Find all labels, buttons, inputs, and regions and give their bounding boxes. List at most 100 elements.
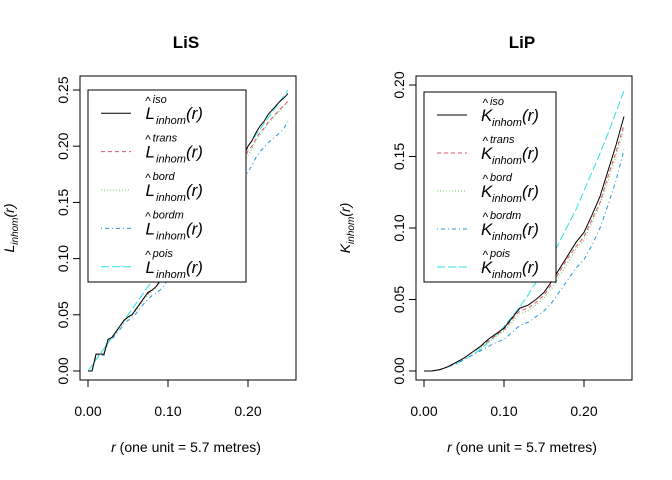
y-axis: 0.00 0.05 0.10 0.15 0.20 0.25 [55,76,81,385]
legend-symbol: K [481,220,493,239]
legend-hat: ^ [482,210,488,224]
legend-hat: ^ [482,134,488,148]
y-axis-label: Linhom(r) [1,203,21,252]
legend-entry-bord: K^ bord inhom(r) [481,172,539,205]
legend-entry-bordm: K^ bordm inhom(r) [481,210,539,243]
legend-symbol: K [481,258,493,277]
legend-sub: inhom [156,115,186,127]
legend-symbol: K [481,144,493,163]
panel-lip: LiP 0.000.050.100.150.20 0.00 0.10 0.20 K^… [337,33,633,455]
y-tick-label: 0.15 [55,189,71,216]
legend-arg: (r) [186,143,203,162]
legend-entry-bordm: L^ bordm inhom(r) [145,209,203,242]
legend-sub: inhom [492,117,522,129]
y-tick-label: 0.20 [391,71,407,98]
x-axis-label: r (one unit = 5.7 metres) [111,439,261,455]
legend-sub: inhom [492,193,522,205]
legend-entry-iso: L^ iso inhom(r) [145,94,203,127]
legend-sup: trans [153,133,178,145]
y-axis-label-sub: inhom [10,217,21,244]
legend-arg: (r) [522,144,539,163]
x-tick-label: 0.00 [74,403,101,419]
legend-sub: inhom [492,269,522,281]
legend-arg: (r) [186,219,203,238]
series-line-bordm [424,149,625,372]
series-lines [424,90,625,372]
legend-hat: ^ [145,209,151,223]
legend-hat: ^ [145,133,151,147]
legend-arg: (r) [186,104,203,123]
x-tick-label: 0.20 [570,403,597,419]
legend-sub: inhom [492,155,522,167]
y-tick-label: 0.00 [391,357,407,384]
legend-sub: inhom [156,192,186,204]
legend-box [423,91,557,283]
legend-arg: (r) [522,182,539,201]
x-tick-label: 0.10 [154,403,181,419]
x-tick-label: 0.10 [490,403,517,419]
x-axis-label-text: (one unit = 5.7 metres) [452,439,597,455]
x-axis-label-text: (one unit = 5.7 metres) [116,439,261,455]
legend-entry-bord: L^ bord inhom(r) [145,171,203,204]
legend-hat: ^ [482,248,488,262]
legend-symbol: L [146,219,155,238]
legend-sub: inhom [492,231,522,243]
legend-arg: (r) [522,220,539,239]
x-axis-label: r (one unit = 5.7 metres) [447,439,597,455]
y-tick-label: 0.20 [55,132,71,159]
x-tick-label: 0.00 [410,403,437,419]
legend-symbol: K [481,182,493,201]
legend-box [87,89,247,283]
x-tick-label: 0.20 [234,403,261,419]
legend-sup: trans [490,134,515,146]
legend-entry-trans: K^ trans inhom(r) [481,134,539,167]
legend: K^ iso inhom(r)K^ trans inhom(r)K^ bord inhom(… [423,91,557,283]
legend-symbol: K [481,106,493,125]
legend-symbol: L [146,181,155,200]
legend-sup: iso [153,94,167,106]
y-tick-label: 0.25 [55,76,71,103]
legend-entry-pois: L^ pois inhom(r) [145,248,203,281]
legend: L^ iso inhom(r)L^ trans inhom(r)L^ bord inhom(… [87,89,247,283]
legend-sup: bordm [490,210,521,222]
y-axis: 0.00 0.05 0.10 0.15 0.20 [391,71,417,385]
x-axis: 0.00 0.10 0.20 [410,379,598,419]
y-axis-label-sub: inhom [346,217,357,244]
chart-title: LiP [509,33,535,52]
x-axis-label-var: r [111,439,117,455]
legend-sup: bord [153,171,176,183]
legend-entry-pois: K^ pois inhom(r) [481,248,539,281]
series-line-bordm [88,121,289,372]
y-axis-label-main: K [337,243,353,253]
y-axis-label-arg: (r) [1,203,17,217]
x-axis: 0.00 0.10 0.20 [74,379,262,419]
legend-sup: bord [490,172,513,184]
y-axis-label-arg: (r) [337,203,353,217]
legend-sup: pois [489,248,511,260]
legend-hat: ^ [482,96,488,110]
y-axis-label-main: L [1,245,17,253]
y-tick-label: 0.05 [391,286,407,313]
legend-sup: bordm [153,209,184,221]
legend-entry-trans: L^ trans inhom(r) [145,133,203,166]
legend-hat: ^ [145,94,151,108]
legend-hat: ^ [145,171,151,185]
legend-arg: (r) [522,106,539,125]
y-tick-label: 0.15 [391,143,407,170]
legend-sup: pois [152,248,174,260]
y-tick-label: 0.10 [391,214,407,241]
panel-lis: LiS 0.00 0.05 0.10 0.15 0.20 0.25 0.00 0.10 0.2… [1,33,297,455]
legend-entry-iso: K^ iso inhom(r) [481,96,539,129]
series-line-iso [424,116,625,372]
y-axis-label: Kinhom(r) [337,203,357,254]
legend-symbol: L [146,104,155,123]
chart-title: LiS [173,33,199,52]
legend-sup: iso [490,96,504,108]
legend-sub: inhom [156,269,186,281]
legend-arg: (r) [186,258,203,277]
legend-sub: inhom [156,154,186,166]
y-tick-label: 0.05 [55,301,71,328]
legend-hat: ^ [482,172,488,186]
legend-symbol: L [146,143,155,162]
